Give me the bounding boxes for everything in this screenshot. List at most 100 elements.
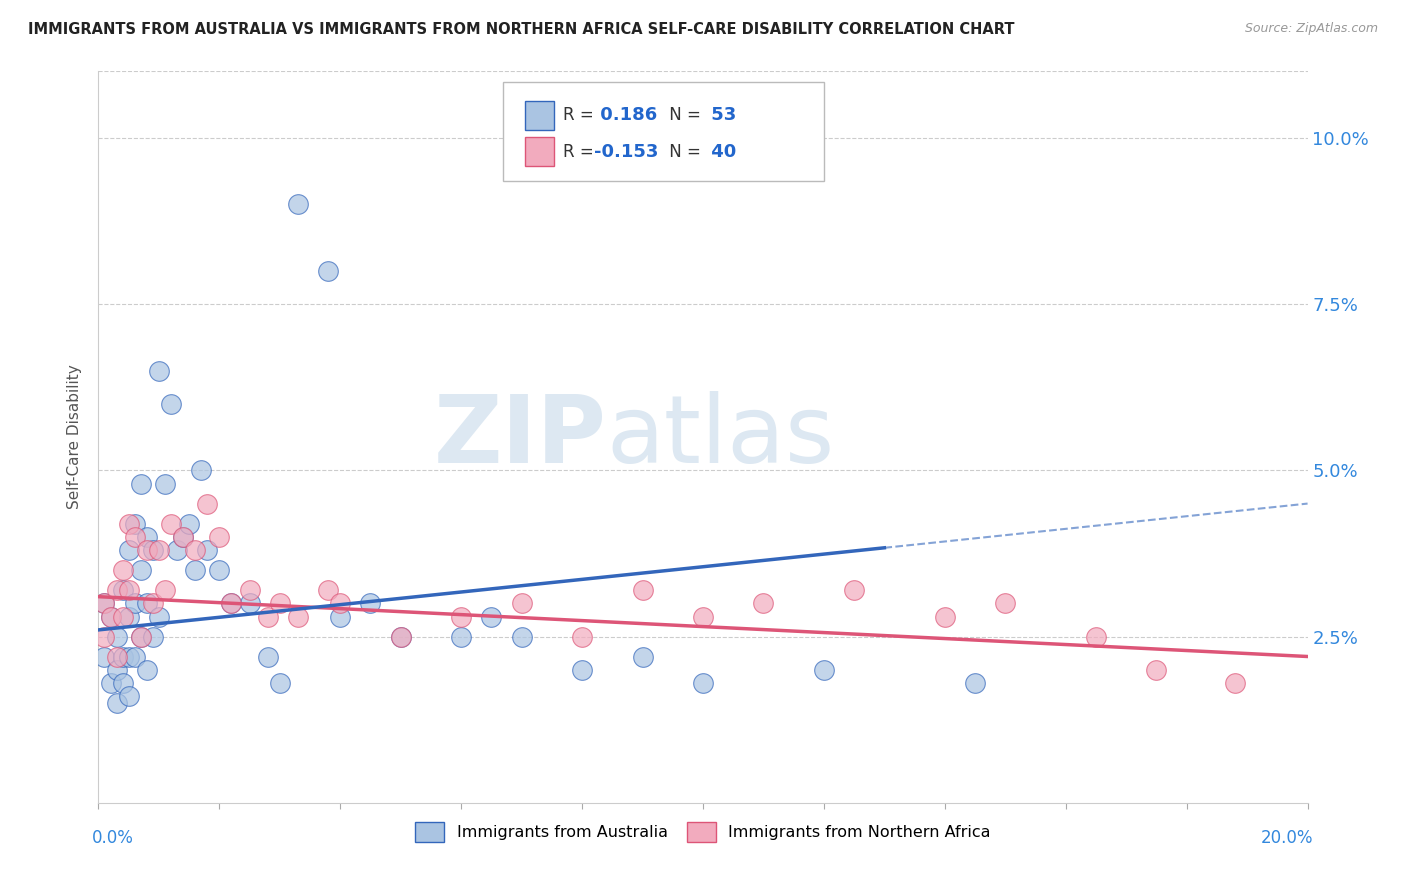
Point [994,596,1017,610]
Point [100,609,122,624]
Point [118,609,141,624]
Point [329,596,352,610]
Point [571,663,593,677]
Text: N =: N = [664,143,702,161]
Point [631,649,654,664]
Point [360,596,382,610]
Point [1144,663,1167,677]
Point [93,630,115,644]
Point [510,630,533,644]
Point [124,649,146,664]
Point [129,563,152,577]
Point [208,530,231,544]
Text: 53: 53 [706,106,737,124]
Point [450,609,472,624]
Point [510,596,533,610]
Point [571,630,593,644]
Text: 0.0%: 0.0% [93,829,134,847]
Point [111,609,134,624]
Legend: Immigrants from Australia, Immigrants from Northern Africa: Immigrants from Australia, Immigrants fr… [408,814,998,850]
Point [239,596,262,610]
Point [118,690,141,704]
Point [124,516,146,531]
Text: 40: 40 [706,143,737,161]
Point [148,543,170,558]
Point [118,543,141,558]
FancyBboxPatch shape [503,82,824,181]
Text: 0.186: 0.186 [595,106,658,124]
Point [813,663,835,677]
Y-axis label: Self-Care Disability: Self-Care Disability [67,365,83,509]
Point [111,563,134,577]
Point [93,649,115,664]
Point [100,676,122,690]
Point [142,543,165,558]
Text: 20.0%: 20.0% [1261,829,1313,847]
Point [269,596,291,610]
Point [450,630,472,644]
Point [256,609,278,624]
Point [1223,676,1246,690]
Point [93,596,115,610]
Point [105,663,128,677]
Point [135,543,157,558]
Text: -0.153: -0.153 [595,143,658,161]
Point [190,463,212,477]
Point [965,676,987,690]
Point [172,530,194,544]
Point [135,663,157,677]
Text: R =: R = [562,143,593,161]
Point [124,596,146,610]
Point [256,649,278,664]
Point [692,609,714,624]
Point [172,530,194,544]
Point [844,582,866,597]
Point [184,543,207,558]
Point [129,476,152,491]
FancyBboxPatch shape [526,101,554,130]
Point [221,596,243,610]
Point [160,397,183,411]
Point [93,596,115,610]
Point [631,582,654,597]
Point [105,696,128,710]
Point [148,363,170,377]
Point [208,563,231,577]
Point [184,563,207,577]
Point [195,543,218,558]
Point [316,582,339,597]
Point [105,649,128,664]
Point [111,582,134,597]
Point [166,543,188,558]
Point [316,264,339,278]
Point [934,609,956,624]
Point [269,676,291,690]
Point [389,630,412,644]
Point [221,596,243,610]
Text: IMMIGRANTS FROM AUSTRALIA VS IMMIGRANTS FROM NORTHERN AFRICA SELF-CARE DISABILIT: IMMIGRANTS FROM AUSTRALIA VS IMMIGRANTS … [28,22,1015,37]
Text: R =: R = [562,106,593,124]
Point [111,649,134,664]
FancyBboxPatch shape [526,137,554,167]
Point [129,630,152,644]
Point [111,676,134,690]
Point [118,649,141,664]
Point [160,516,183,531]
Point [329,609,352,624]
Point [129,630,152,644]
Text: ZIP: ZIP [433,391,606,483]
Point [179,516,201,531]
Point [389,630,412,644]
Point [142,630,165,644]
Point [692,676,714,690]
Point [142,596,165,610]
Text: Source: ZipAtlas.com: Source: ZipAtlas.com [1244,22,1378,36]
Point [124,530,146,544]
Point [100,609,122,624]
Point [118,582,141,597]
Point [287,197,309,211]
Point [239,582,262,597]
Text: N =: N = [664,106,702,124]
Point [481,609,503,624]
Point [153,582,176,597]
